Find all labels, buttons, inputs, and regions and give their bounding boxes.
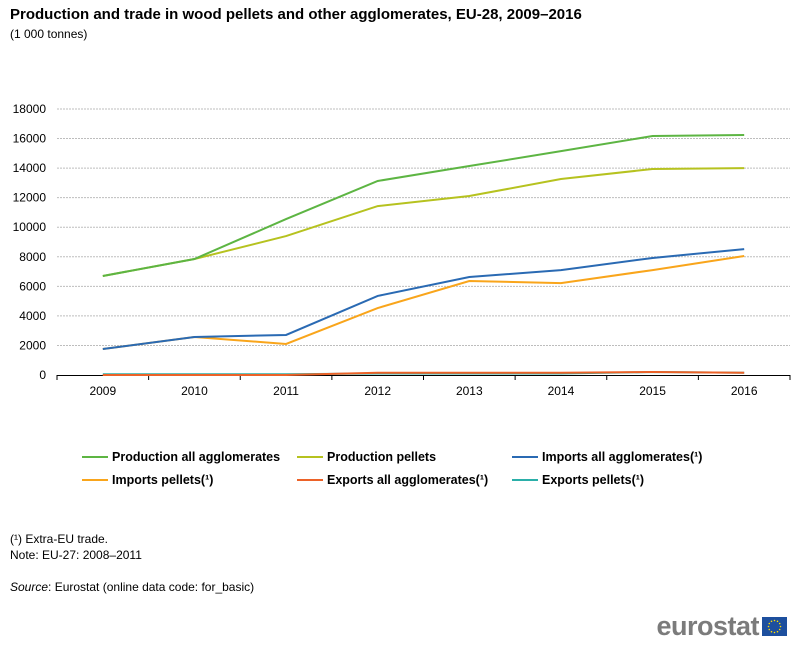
x-tick-label: 2010 [181, 384, 208, 398]
y-tick-label: 14000 [13, 161, 47, 175]
plot-area: 0 2000 4000 6000 8000 10000 12000 14000 16000 180… [13, 102, 791, 398]
source-text: : Eurostat (online data code: for_basic) [48, 580, 255, 594]
footnote-extra-eu: (¹) Extra-EU trade. [10, 532, 109, 546]
legend-swatch [297, 479, 323, 481]
legend-label: Exports pellets(¹) [542, 473, 645, 487]
flag-star [778, 622, 781, 625]
legend-label: Imports all agglomerates(¹) [542, 450, 703, 464]
footnote-note: Note: EU-27: 2008–2011 [10, 548, 142, 562]
source-line: Source: Eurostat (online data code: for_… [10, 580, 254, 594]
legend-label: Production all agglomerates [112, 450, 281, 464]
x-tick-label: 2009 [89, 384, 116, 398]
series-line-exports-all-agglomerates [102, 371, 745, 376]
legend-swatch [82, 456, 108, 458]
flag-star [768, 628, 771, 631]
legend-swatch [82, 479, 108, 481]
y-tick-label: 6000 [19, 279, 46, 293]
x-tick-label: 2014 [548, 384, 575, 398]
y-tick-label: 12000 [13, 191, 47, 205]
chart-subtitle: (1 000 tonnes) [10, 27, 88, 41]
chart-title: Production and trade in wood pellets and… [10, 6, 582, 23]
legend-item: Exports pellets(¹) [512, 473, 644, 487]
legend-label: Imports pellets(¹) [112, 473, 214, 487]
y-tick-label: 4000 [19, 309, 46, 323]
legend-item: Imports pellets(¹) [82, 473, 213, 487]
y-tick-label: 18000 [13, 102, 47, 116]
y-tick-label: 10000 [13, 220, 47, 234]
legend-item: Exports all agglomerates(¹) [297, 473, 488, 487]
series-line-production-all-agglomerates [102, 134, 745, 277]
series-line-imports-pellets [102, 255, 745, 350]
logo-text: eurostat [656, 611, 759, 641]
flag-star [773, 619, 776, 622]
legend-swatch [512, 456, 538, 458]
x-tick-label: 2012 [364, 384, 391, 398]
flag-star [768, 622, 771, 625]
y-tick-label: 8000 [19, 250, 46, 264]
flag-star [776, 630, 779, 633]
series-line-imports-all-agglomerates [102, 248, 745, 350]
flag-star [776, 620, 779, 623]
flag-star [779, 625, 782, 628]
legend-label: Exports all agglomerates(¹) [327, 473, 489, 487]
x-tick-label: 2016 [731, 384, 758, 398]
source-label: Source [10, 580, 49, 594]
series-line-production-pellets [102, 167, 745, 277]
legend-swatch [512, 479, 538, 481]
y-tick-label: 16000 [13, 132, 47, 146]
y-tick-label: 0 [39, 368, 46, 382]
x-tick-label: 2013 [456, 384, 483, 398]
legend-item: Production pellets [297, 450, 436, 464]
legend-item: Imports all agglomerates(¹) [512, 450, 702, 464]
flag-star [767, 625, 770, 628]
eu-flag-icon [762, 617, 787, 636]
eurostat-logo: eurostat [656, 611, 787, 642]
x-tick-label: 2015 [639, 384, 666, 398]
legend-swatch [297, 456, 323, 458]
legend-item: Production all agglomerates [82, 450, 280, 464]
flag-star [773, 631, 776, 634]
flag-star [778, 628, 781, 631]
legend-label: Production pellets [327, 450, 437, 464]
flag-star [770, 620, 773, 623]
flag-star [770, 630, 773, 633]
x-tick-label: 2011 [273, 384, 299, 398]
y-tick-label: 2000 [19, 338, 46, 352]
